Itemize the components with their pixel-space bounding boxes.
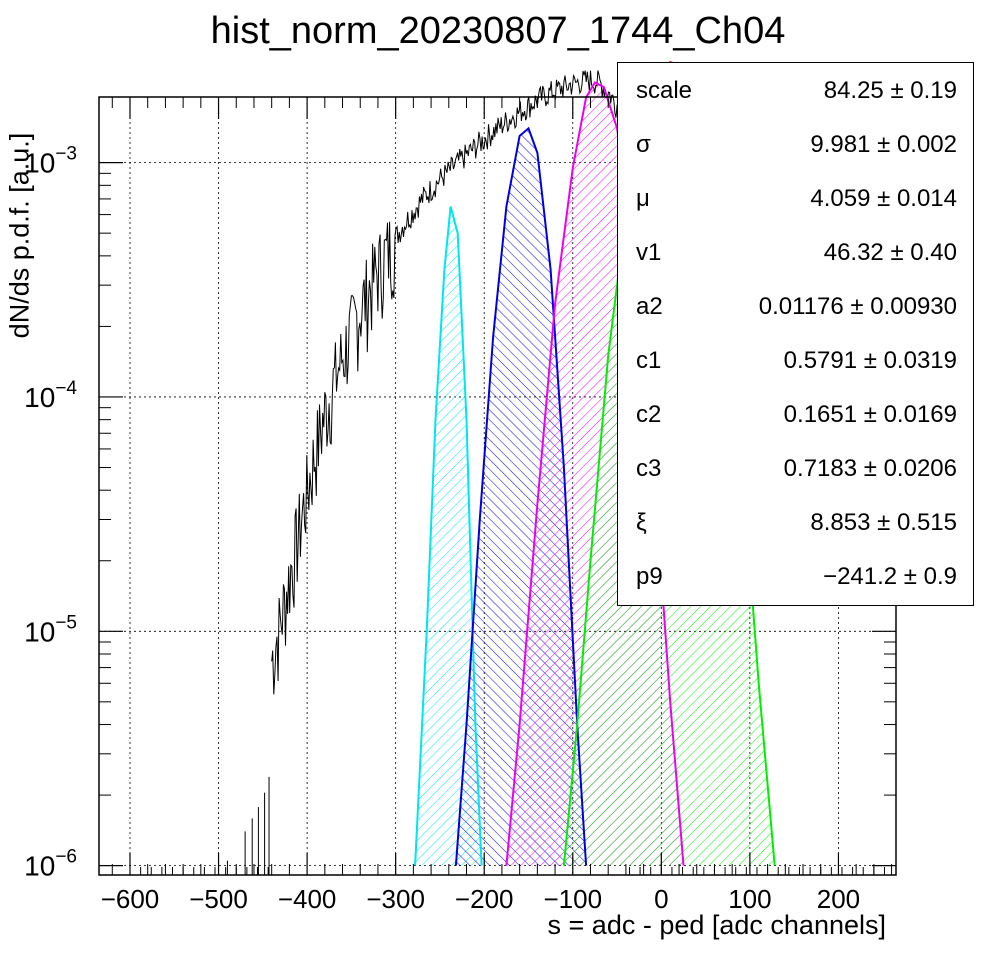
y-tick-label: 10−5: [24, 612, 77, 647]
x-tick-label: −200: [455, 884, 514, 914]
stat-value: 4.059 ± 0.014: [810, 185, 957, 212]
stat-name: c1: [636, 347, 662, 374]
stat-row: c2 0.1651 ± 0.0169: [618, 387, 973, 441]
stat-name: a2: [636, 293, 663, 320]
stat-row: ξ 8.853 ± 0.515: [618, 495, 973, 549]
x-tick-label: 0: [654, 884, 668, 914]
x-tick-label: −100: [543, 884, 602, 914]
y-tick-label: 10−6: [24, 847, 77, 882]
histogram-trace: [271, 70, 627, 695]
x-tick-label: 200: [817, 884, 860, 914]
x-axis-label: s = adc - ped [adc channels]: [547, 910, 886, 940]
x-tick-label: −500: [189, 884, 248, 914]
stat-row: σ 9.981 ± 0.002: [618, 117, 973, 171]
x-tick-label: −300: [366, 884, 425, 914]
stat-name: c2: [636, 401, 662, 428]
stat-name: c3: [636, 455, 662, 482]
stat-name: μ: [636, 185, 650, 212]
y-tick-label: 10−4: [24, 378, 77, 413]
stat-value: 0.7183 ± 0.0206: [783, 455, 957, 482]
y-tick-label: 10−3: [24, 144, 77, 179]
component-fill: [415, 206, 482, 866]
stat-name: ξ: [636, 509, 647, 536]
stat-value: 0.1651 ± 0.0169: [783, 401, 957, 428]
stat-name: σ: [636, 131, 651, 158]
stat-row: v1 46.32 ± 0.40: [618, 225, 973, 279]
stat-value: 0.5791 ± 0.0319: [783, 347, 957, 374]
stat-row: scale 84.25 ± 0.19: [618, 63, 973, 117]
stat-row: c3 0.7183 ± 0.0206: [618, 441, 973, 495]
stat-value: 9.981 ± 0.002: [810, 131, 957, 158]
fit-stats-box: scale 84.25 ± 0.19 σ 9.981 ± 0.002 μ 4.059 …: [617, 62, 974, 606]
stat-value: 8.853 ± 0.515: [810, 509, 957, 536]
stat-value: −241.2 ± 0.9: [823, 563, 957, 590]
stat-name: v1: [636, 239, 662, 266]
y-axis-label: dN/ds p.d.f. [a.u.]: [4, 132, 35, 339]
stat-row: p9 −241.2 ± 0.9: [618, 549, 973, 603]
axes: −600 −500 −400 −300 −200 −100 0 100 200 10−6 10−5 1…: [24, 97, 896, 914]
stat-value: 0.01176 ± 0.00930: [758, 293, 957, 320]
stat-row: c1 0.5791 ± 0.0319: [618, 333, 973, 387]
x-tick-label: −600: [101, 884, 160, 914]
x-tick-label: −400: [278, 884, 337, 914]
x-tick-label: 100: [728, 884, 771, 914]
component-curve: [454, 126, 588, 866]
stat-value: 46.32 ± 0.40: [823, 239, 957, 266]
stat-row: μ 4.059 ± 0.014: [618, 171, 973, 225]
stat-name: scale: [636, 77, 693, 104]
stat-name: p9: [636, 563, 663, 590]
stat-row: a2 0.01176 ± 0.00930: [618, 279, 973, 333]
stat-value: 84.25 ± 0.19: [823, 77, 957, 104]
chart-title: hist_norm_20230807_1744_Ch04: [210, 10, 786, 52]
